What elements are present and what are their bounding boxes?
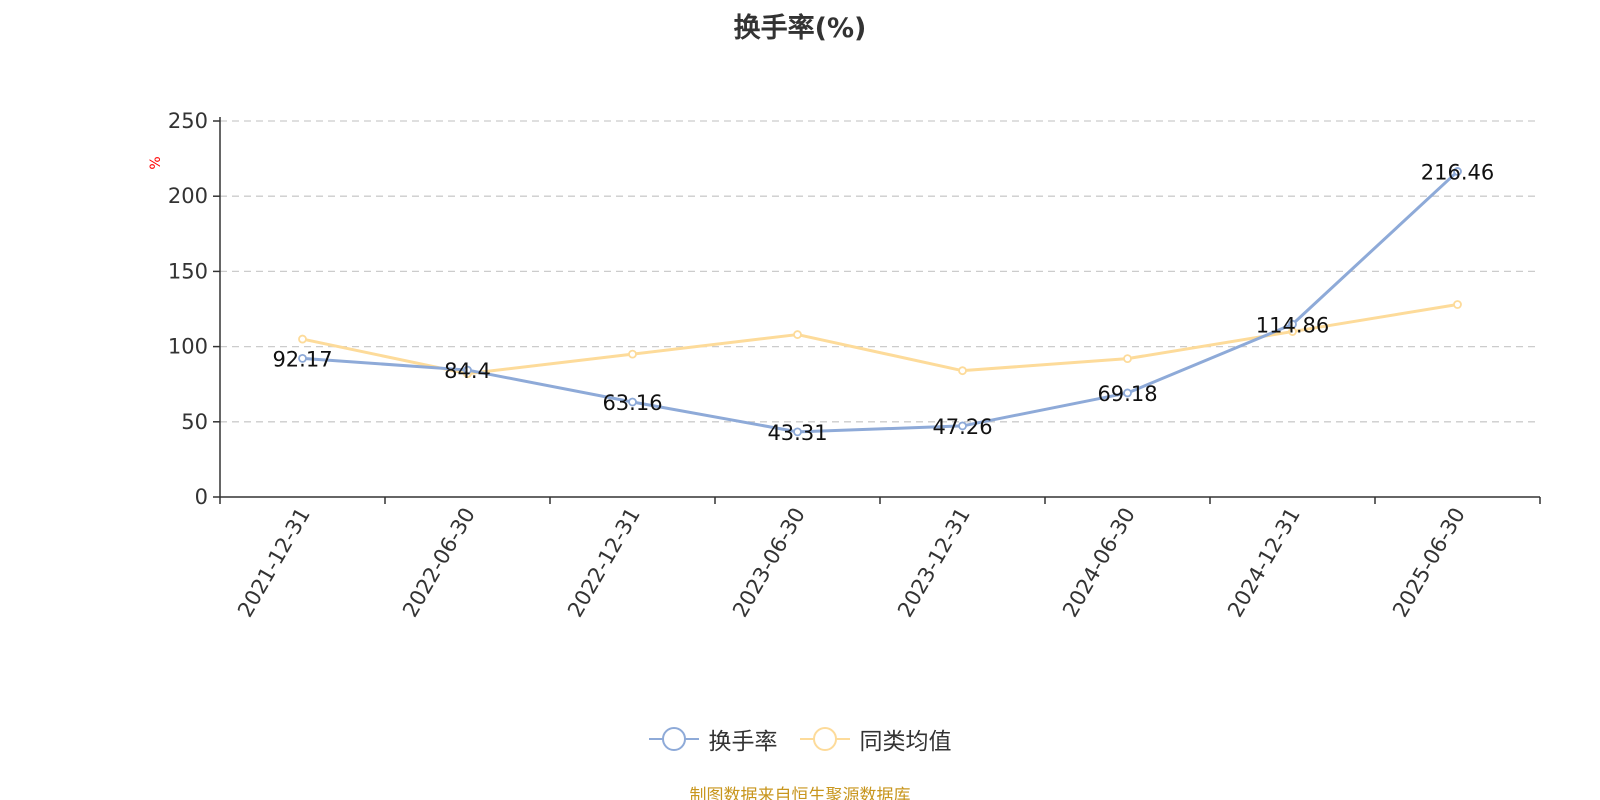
legend-label-peer-average: 同类均值 [859,729,952,755]
legend: 换手率 同类均值 [0,722,1600,756]
point-series0-7 [1453,167,1462,176]
data-label-0: 92.17 [272,347,332,371]
point-series1-5 [1123,354,1132,364]
data-label-4: 47.26 [932,415,992,439]
x-tick-label-2025-06-30: 2025-06-30 [1388,504,1470,622]
legend-label-turnover: 换手率 [708,729,778,755]
axes: 0 50 100 150 200 250 2021-12-31 2022-06-30 2022-… [168,109,1541,622]
legend-peer-average-marker [812,727,837,751]
y-tick-label-200: 200 [168,184,208,208]
point-series1-2 [628,349,637,359]
data-label-5: 69.18 [1097,382,1157,406]
y-tick-label-150: 150 [168,259,208,283]
point-series0-0 [298,353,307,363]
data-label-1: 84.4 [444,359,491,383]
data-label-6: 114.86 [1256,313,1329,337]
point-series0-2 [628,397,637,407]
x-tick-label-2024-06-30: 2024-06-30 [1058,504,1140,622]
point-series0-1 [463,365,472,375]
point-series0-5 [1123,388,1132,398]
grid-lines [220,120,1540,423]
legend-item-turnover[interactable]: 换手率 [648,722,778,756]
y-tick-label-0: 0 [195,485,208,509]
legend-item-peer-average[interactable]: 同类均值 [799,722,952,756]
point-series1-3 [793,330,802,339]
point-series0-4 [958,421,967,431]
x-tick-label-2024-12-31: 2024-12-31 [1223,504,1305,622]
data-labels: 92.17 84.4 63.16 43.31 47.26 69.18 114.86 216.4… [272,160,1494,444]
line-chart: 0 50 100 150 200 250 2021-12-31 2022-06-30 2022-… [148,109,1541,622]
point-series1-4 [958,366,967,376]
series-line-0 [302,170,1459,434]
y-axis-unit-label: % [148,156,164,169]
data-label-3: 43.31 [767,421,827,445]
data-label-7: 216.46 [1421,160,1494,184]
x-tick-label-2023-06-30: 2023-06-30 [728,504,810,622]
x-tick-label-2021-12-31: 2021-12-31 [233,504,315,622]
point-series1-7 [1453,300,1462,309]
legend-turnover-marker [661,727,686,751]
point-series0-6 [1288,319,1297,329]
y-tick-label-250: 250 [168,109,208,133]
series-lines [298,167,1462,437]
legend-turnover-icon [648,727,699,751]
source-note: 制图数据来自恒生聚源数据库 [689,786,911,800]
x-tick-label-2022-12-31: 2022-12-31 [563,504,645,622]
y-tick-label-50: 50 [181,410,208,434]
x-tick-label-2023-12-31: 2023-12-31 [893,504,975,622]
legend-peer-average-icon [799,727,850,751]
y-tick-label-100: 100 [168,335,208,359]
chart-title: 换手率(%) [733,13,867,44]
x-tick-label-2022-06-30: 2022-06-30 [398,504,480,622]
data-label-2: 63.16 [602,391,662,415]
point-series0-3 [793,427,802,437]
point-series1-0 [298,334,307,344]
